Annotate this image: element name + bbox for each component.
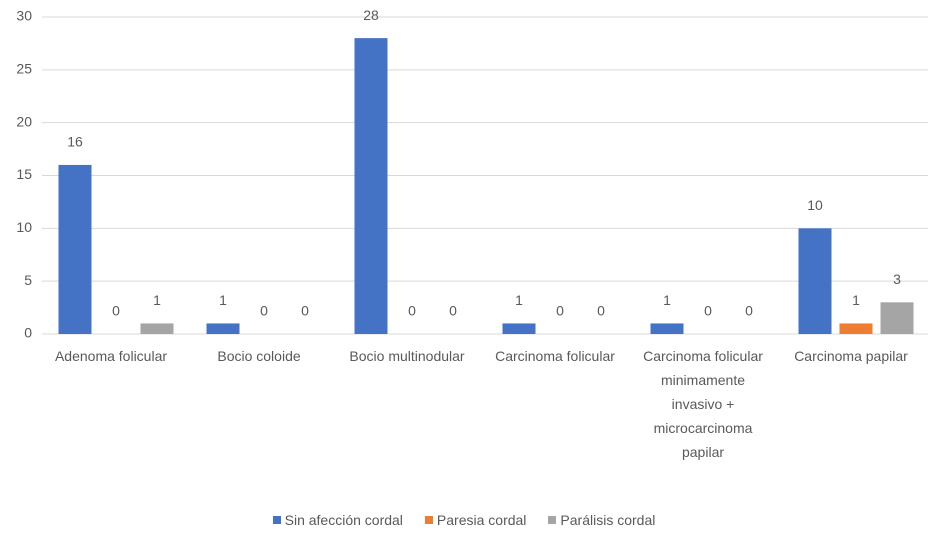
legend-item: Paresia cordal — [424, 512, 527, 528]
x-tick-label: Bocio coloide — [217, 348, 301, 364]
value-label: 0 — [556, 303, 564, 319]
bar — [839, 323, 873, 334]
y-tick-label: 30 — [16, 8, 32, 24]
y-tick-label: 5 — [24, 272, 32, 288]
bar — [798, 228, 832, 334]
x-tick-label: Bocio multinodular — [349, 348, 465, 364]
value-label: 0 — [301, 303, 309, 319]
x-tick-label: Carcinoma papilar — [794, 348, 908, 364]
y-tick-label: 20 — [16, 113, 32, 129]
bar — [650, 323, 684, 334]
y-tick-label: 25 — [16, 61, 32, 77]
bar — [502, 323, 536, 334]
y-tick-label: 15 — [16, 166, 32, 182]
legend: Sin afección cordal Paresia cordal Parális… — [0, 512, 928, 528]
legend-label: Paresia cordal — [436, 512, 527, 528]
value-label: 1 — [153, 292, 161, 308]
x-tick-label: Adenoma folicular — [54, 348, 168, 364]
value-label: 0 — [704, 303, 712, 319]
legend-label: Parálisis cordal — [560, 512, 656, 528]
legend-item: Sin afección cordal — [272, 512, 403, 528]
value-label: 1 — [663, 292, 671, 308]
legend-label: Sin afección cordal — [284, 512, 403, 528]
value-label: 0 — [408, 303, 416, 319]
value-label: 3 — [893, 271, 901, 287]
legend-marker — [272, 516, 281, 524]
value-label: 0 — [597, 303, 605, 319]
value-label: 0 — [112, 303, 120, 319]
value-label: 1 — [219, 292, 227, 308]
legend-marker — [548, 516, 557, 524]
bar — [58, 164, 92, 334]
bar — [140, 323, 174, 334]
y-tick-label: 0 — [24, 325, 32, 341]
bar — [880, 302, 914, 334]
x-tick-label: Carcinoma folicular minimamente invasivo… — [643, 348, 763, 460]
value-label: 0 — [745, 303, 753, 319]
value-label: 0 — [449, 303, 457, 319]
bar — [354, 38, 388, 335]
legend-marker — [424, 516, 433, 524]
value-label: 16 — [67, 134, 83, 150]
legend-item: Parálisis cordal — [548, 512, 655, 528]
x-tick-label: Carcinoma folicular — [495, 348, 615, 364]
value-label: 1 — [852, 292, 860, 308]
y-tick-label: 10 — [16, 219, 32, 235]
value-label: 0 — [260, 303, 268, 319]
value-label: 28 — [363, 7, 379, 23]
bar — [206, 323, 240, 334]
value-label: 10 — [807, 197, 823, 213]
value-label: 1 — [515, 292, 523, 308]
